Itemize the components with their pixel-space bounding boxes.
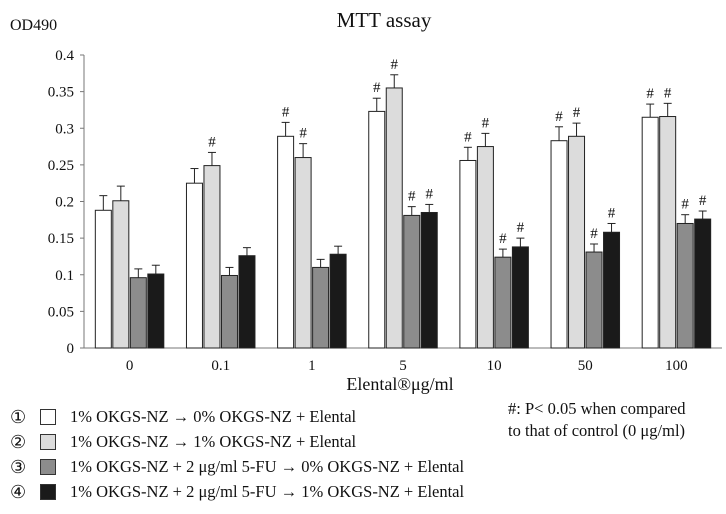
significance-mark: # — [299, 126, 307, 142]
significance-mark: # — [608, 205, 616, 221]
significance-mark: # — [426, 186, 434, 202]
legend-item-2: ② 1% OKGS-NZ → 1% OKGS-NZ + Elental — [10, 431, 356, 453]
legend-number-1: ① — [10, 406, 27, 428]
significance-mark: # — [408, 189, 416, 205]
x-tick-label: 5 — [399, 358, 407, 374]
chart-title: MTT assay — [337, 8, 432, 32]
bar — [641, 116, 659, 349]
y-tick-label: 0.3 — [55, 121, 74, 137]
legend-swatch-4 — [40, 484, 56, 500]
bar — [294, 157, 312, 349]
bar — [329, 253, 347, 349]
bar — [385, 87, 403, 349]
bar — [585, 251, 603, 349]
y-tick-label: 0.4 — [55, 48, 74, 64]
x-tick-label: 100 — [665, 358, 688, 374]
legend-swatch-3 — [40, 459, 56, 475]
x-tick-label: 1 — [308, 358, 316, 374]
legend-swatch-1 — [40, 409, 56, 425]
bar — [676, 222, 694, 349]
significance-mark: # — [573, 105, 581, 121]
bar — [511, 246, 529, 349]
bar — [459, 159, 477, 349]
significance-mark: # — [464, 129, 472, 145]
y-tick-label: 0.15 — [48, 231, 74, 247]
x-tick-label: 10 — [487, 358, 502, 374]
bar — [203, 165, 221, 349]
significance-mark: # — [499, 231, 507, 247]
mtt-bar-chart: MTT assay OD490 Elental®μg/ml 0 0.05 0.1 0.… — [10, 8, 722, 394]
significance-note-line-2: to that of control (0 μg/ml) — [508, 421, 686, 440]
legend-label-2: 1% OKGS-NZ → 1% OKGS-NZ + Elental — [70, 432, 357, 451]
significance-mark: # — [517, 220, 525, 236]
bar — [494, 256, 512, 349]
significance-mark: # — [391, 57, 399, 73]
bar — [129, 277, 147, 349]
x-tick-label: 0.1 — [211, 358, 230, 374]
bar — [238, 255, 256, 349]
legend-item-4: ④ 1% OKGS-NZ + 2 μg/ml 5-FU → 1% OKGS-NZ… — [10, 481, 464, 503]
bar — [659, 116, 677, 349]
significance-mark: # — [646, 86, 654, 102]
bar — [420, 211, 438, 349]
significance-mark: # — [664, 85, 672, 101]
y-tick-label: 0.05 — [48, 304, 74, 320]
significance-mark: # — [373, 80, 381, 96]
significance-note-line-1: #: P< 0.05 when compared — [508, 399, 686, 418]
x-tick-label: 0 — [126, 358, 134, 374]
legend-label-4: 1% OKGS-NZ + 2 μg/ml 5-FU → 1% OKGS-NZ +… — [70, 482, 465, 501]
bar — [147, 273, 165, 349]
legend-number-3: ③ — [10, 456, 27, 478]
significance-mark: # — [681, 197, 689, 213]
bar — [476, 146, 494, 349]
significance-mark: # — [282, 104, 290, 120]
bar — [568, 135, 586, 349]
y-tick-label: 0.1 — [55, 268, 74, 284]
legend-swatch-2 — [40, 434, 56, 450]
x-axis-label: Elental®μg/ml — [346, 374, 453, 394]
x-tick-label: 50 — [578, 358, 593, 374]
significance-mark: # — [699, 193, 707, 209]
legend-number-4: ④ — [10, 481, 27, 503]
legend-label-3: 1% OKGS-NZ + 2 μg/ml 5-FU → 0% OKGS-NZ +… — [70, 457, 465, 476]
bar — [312, 266, 330, 349]
significance-mark: # — [482, 115, 490, 131]
bar — [220, 274, 238, 349]
significance-note: #: P< 0.05 when compared to that of cont… — [508, 398, 685, 442]
bar — [694, 218, 712, 349]
legend-item-3: ③ 1% OKGS-NZ + 2 μg/ml 5-FU → 0% OKGS-NZ… — [10, 456, 464, 478]
bar — [603, 231, 621, 349]
bar — [403, 214, 421, 349]
y-tick-label: 0.35 — [48, 85, 74, 101]
bar — [112, 200, 130, 349]
bar — [185, 182, 203, 349]
bar — [368, 110, 386, 349]
y-tick-label: 0.25 — [48, 158, 74, 174]
y-axis-label: OD490 — [10, 17, 57, 34]
bar — [94, 209, 112, 349]
significance-mark: # — [208, 134, 216, 150]
bar — [277, 135, 295, 349]
y-tick-label: 0.2 — [55, 195, 74, 211]
y-tick-label: 0 — [67, 341, 75, 357]
legend-label-1: 1% OKGS-NZ → 0% OKGS-NZ + Elental — [70, 407, 357, 426]
legend-number-2: ② — [10, 431, 27, 453]
significance-mark: # — [555, 109, 563, 125]
significance-mark: # — [590, 226, 598, 242]
bar — [550, 140, 568, 349]
legend-item-1: ① 1% OKGS-NZ → 0% OKGS-NZ + Elental — [10, 406, 356, 428]
